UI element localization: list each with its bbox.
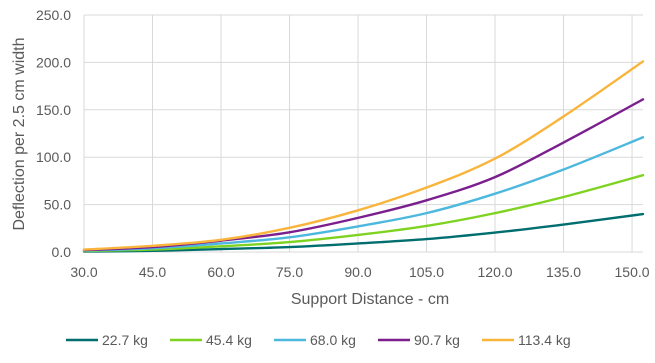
x-tick-label: 30.0 — [70, 264, 97, 280]
grid-layer — [83, 14, 643, 253]
legend-label: 45.4 kg — [206, 332, 252, 348]
legend-item: 90.7 kg — [378, 332, 460, 348]
x-axis-title: Support Distance - cm — [291, 291, 449, 308]
legend-item: 22.7 kg — [66, 332, 148, 348]
y-tick-label: 200.0 — [36, 54, 71, 70]
series-line — [82, 212, 645, 253]
legend-label: 90.7 kg — [414, 332, 460, 348]
series-line — [82, 136, 645, 252]
series-line — [82, 174, 645, 253]
y-tick-label: 150.0 — [36, 102, 71, 118]
x-tick-label: 120.0 — [478, 264, 513, 280]
y-tick-label: 0.0 — [52, 244, 72, 260]
x-tick-label: 75.0 — [276, 264, 303, 280]
legend-label: 68.0 kg — [310, 332, 356, 348]
x-tick-label: 45.0 — [139, 264, 166, 280]
series-line — [82, 60, 645, 251]
y-tick-label: 100.0 — [36, 149, 71, 165]
x-tick-label: 105.0 — [409, 264, 444, 280]
series-layer — [82, 60, 645, 253]
y-tick-label: 50.0 — [44, 197, 71, 213]
legend-item: 68.0 kg — [274, 332, 356, 348]
legend: 22.7 kg 45.4 kg 68.0 kg 90.7 kg 113.4 kg — [66, 332, 571, 348]
legend-item: 45.4 kg — [170, 332, 252, 348]
y-tick-label: 250.0 — [36, 7, 71, 23]
x-tick-label: 60.0 — [207, 264, 234, 280]
x-tick-label: 150.0 — [615, 264, 650, 280]
ticks-layer: 0.0 50.0 100.0 150.0 200.0 250.0 30.0 45.0 60.0 7… — [36, 7, 650, 280]
x-tick-label: 90.0 — [344, 264, 371, 280]
legend-label: 113.4 kg — [518, 332, 571, 348]
legend-label: 22.7 kg — [102, 332, 148, 348]
series-line — [82, 98, 645, 252]
y-axis-title: Deflection per 2.5 cm width — [11, 38, 28, 231]
legend-item: 113.4 kg — [482, 332, 571, 348]
x-tick-label: 135.0 — [546, 264, 581, 280]
